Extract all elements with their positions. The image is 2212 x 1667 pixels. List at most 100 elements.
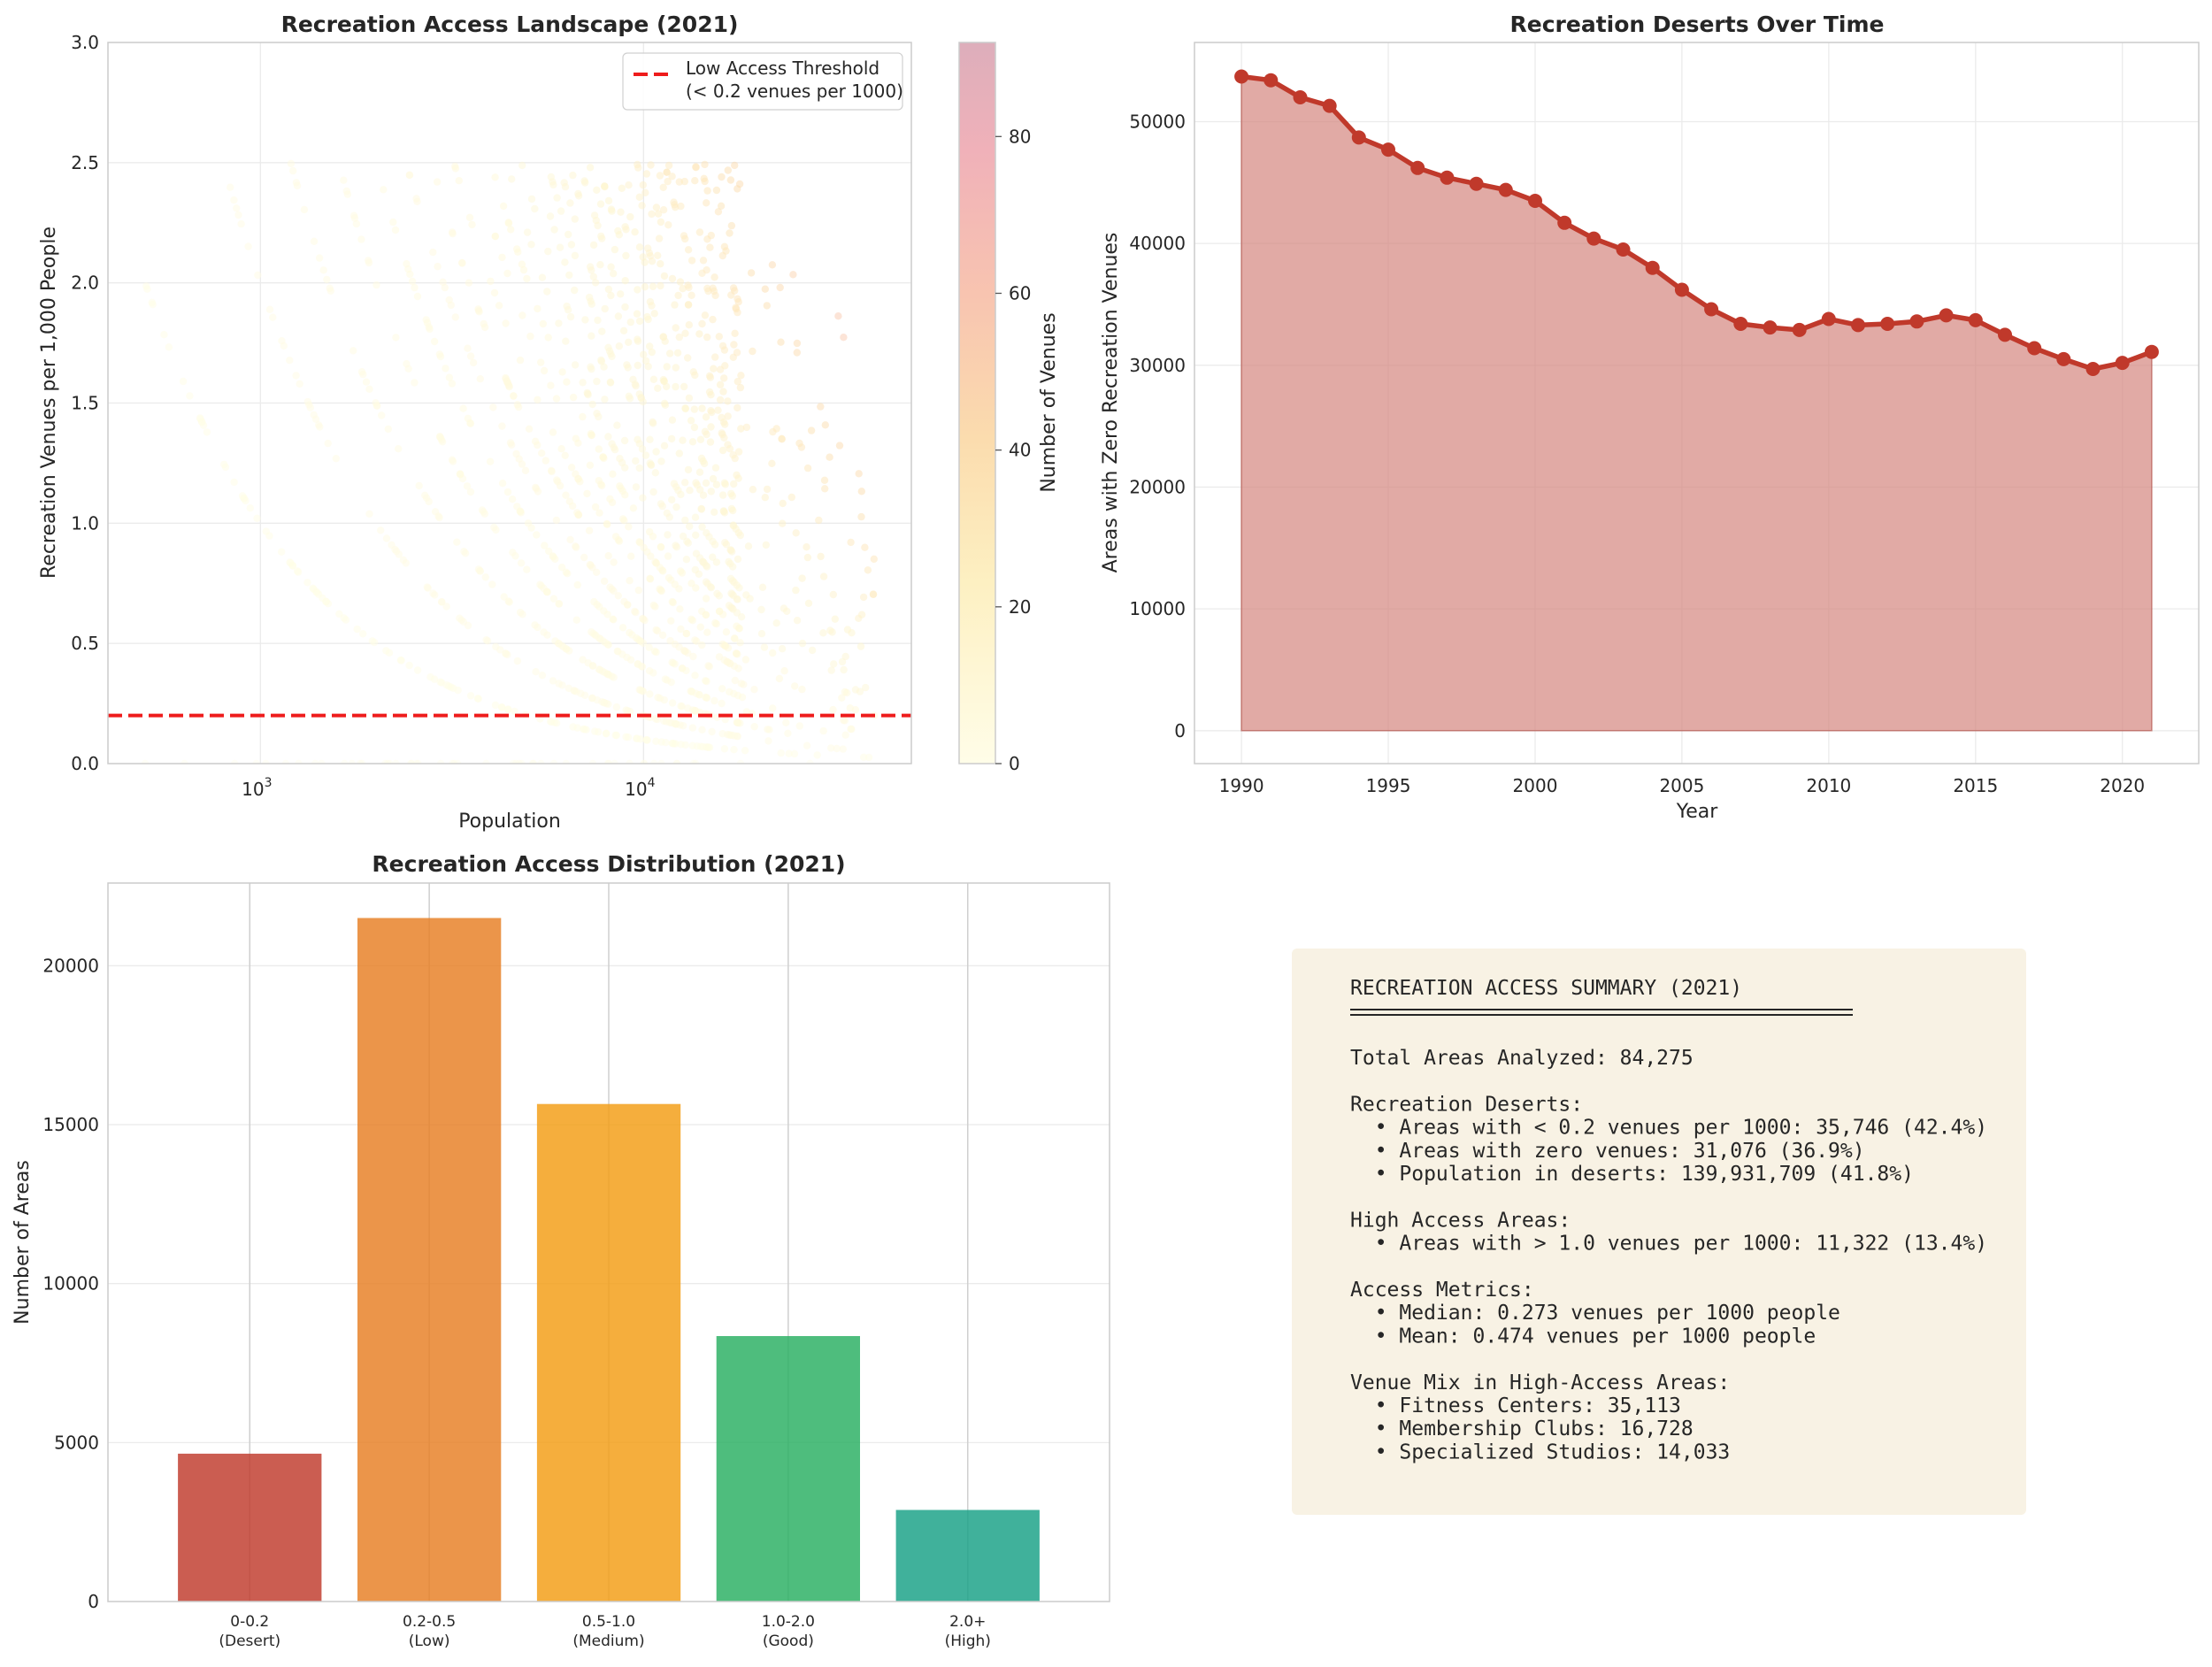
scatter-point [553,476,561,484]
scatter-point [611,245,619,254]
scatter-legend: Low Access Threshold (< 0.2 venues per 1… [622,52,903,111]
scatter-point [698,319,706,328]
scatter-point [498,253,506,262]
legend-label-threshold: Low Access Threshold [686,58,879,79]
scatter-point [541,542,549,549]
scatter-point [573,724,581,732]
scatter-point [495,302,503,310]
deserts-point [1733,317,1748,331]
scatter-point [634,160,641,169]
scatter-point [711,618,719,627]
scatter-point [595,665,603,673]
scatter-point [280,342,288,350]
scatter-point [392,547,401,556]
scatter-point [511,552,519,560]
scatter-point [632,608,640,617]
scatter-point [588,365,595,373]
scatter-point [855,470,863,478]
scatter-point [488,580,496,588]
bar [357,918,502,1602]
scatter-point [319,594,326,603]
scatter-point [708,727,716,736]
scatter-point [654,251,662,259]
scatter-point [635,317,644,326]
scatter-point [543,588,551,596]
scatter-point [323,275,331,284]
scatter-point [829,590,837,599]
scatter-point [807,426,816,434]
scatter-point [383,759,392,764]
scatter-point [555,680,563,688]
scatter-point [652,648,660,657]
scatter-point [737,425,745,433]
scatter-point [613,647,621,656]
scatter-point [626,759,634,764]
scatter-point [710,365,718,373]
scatter-point [657,260,664,268]
scatter-point [441,283,449,292]
scatter-point [669,740,677,748]
scatter-point [696,486,704,494]
scatter-point [632,457,640,465]
summary-line: • Specialized Studios: 14,033 [1350,1440,1730,1463]
scatter-point [656,172,664,180]
scatter-point [458,474,467,483]
scatter-point [503,488,512,496]
scatter-point [840,334,848,342]
scatter-point [718,430,726,439]
scatter-point [547,173,555,181]
scatter-point [544,334,552,342]
scatter-point [517,559,526,567]
scatter-point [650,759,658,764]
scatter-point [716,380,725,388]
scatter-point [516,608,525,617]
deserts-point [1939,308,1954,323]
scatter-point [498,480,507,488]
scatter-point [646,574,654,582]
scatter-point [675,178,683,186]
scatter-point [734,474,742,482]
summary-line: Total Areas Analyzed: 84,275 [1350,1047,1694,1070]
scatter-point [426,325,434,334]
scatter-point [365,510,373,518]
scatter-point [634,435,641,443]
scatter-point [288,561,296,570]
scatter-point [712,186,721,195]
scatter-point [252,759,260,764]
scatter-point [425,497,433,506]
scatter-point [555,600,564,608]
scatter-point [731,287,739,295]
deserts-point [2144,344,2159,359]
scatter-point [747,269,756,277]
scatter-point [482,759,490,764]
scatter-point [733,718,741,726]
scatter-point [293,181,302,190]
scatter-point [798,639,807,648]
scatter-point [683,537,691,545]
scatter-point [776,283,784,292]
scatter-point [733,403,741,412]
scatter-point [547,466,556,475]
scatter-point [504,219,513,227]
scatter-point [778,645,787,653]
scatter-point [610,558,618,566]
scatter-point [731,329,739,337]
bar-y-tick-label: 15000 [42,1114,99,1135]
scatter-point [434,263,442,271]
scatter-point [685,283,693,292]
scatter-point [686,522,694,531]
colorbar-label: Number of Venues [1038,312,1060,492]
scatter-point [610,587,618,595]
scatter-point [586,560,594,569]
scatter-point [666,637,674,645]
scatter-point [625,338,633,346]
scatter-point [798,574,806,582]
scatter-point [644,363,652,371]
scatter-point [378,411,386,419]
scatter-point [593,186,601,194]
scatter-point [600,577,609,585]
scatter-point [869,590,878,598]
scatter-point [657,759,665,764]
scatter-point [588,759,597,764]
